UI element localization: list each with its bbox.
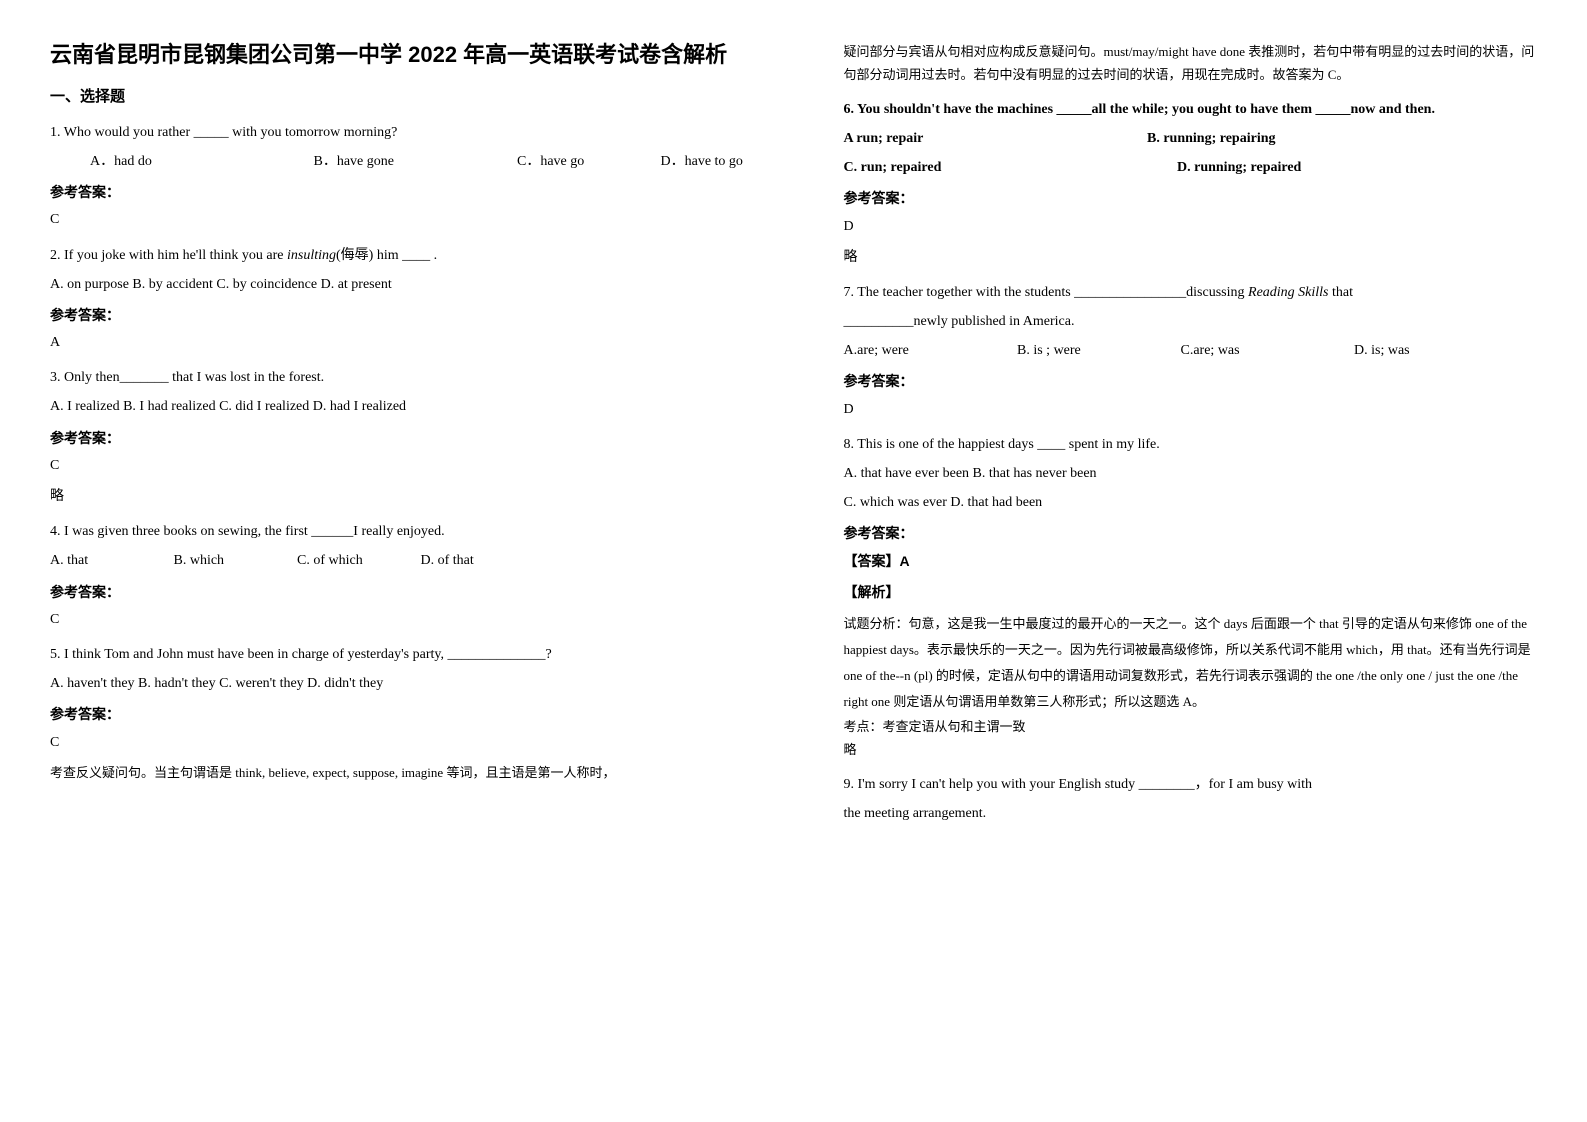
q2-stem: 2. If you joke with him he'll think you … — [50, 243, 744, 268]
q6-ans: D — [844, 214, 1538, 239]
doc-title: 云南省昆明市昆钢集团公司第一中学 2022 年高一英语联考试卷含解析 — [50, 40, 744, 71]
section-1-head: 一、选择题 — [50, 83, 744, 110]
q7-opt-d: D. is; was — [1354, 338, 1410, 363]
q2-ans: A — [50, 330, 744, 355]
q6-options-row2: C. run; repaired D. running; repaired — [844, 155, 1538, 180]
q3-note: 略 — [50, 484, 744, 509]
q8-exp2: 考点：考查定语从句和主谓一致 — [844, 715, 1538, 738]
q4-opt-a: A. that — [50, 548, 170, 573]
q3-ans: C — [50, 453, 744, 478]
q1-stem: 1. Who would you rather _____ with you t… — [50, 120, 744, 145]
q7-stem-italic: Reading Skills — [1248, 285, 1329, 300]
q6-options-row1: A run; repair B. running; repairing — [844, 126, 1538, 151]
q3-stem: 3. Only then_______ that I was lost in t… — [50, 365, 744, 390]
q1-options: A．had do B．have gone C．have go D．have to… — [50, 149, 744, 174]
q8-exp3: 略 — [844, 738, 1538, 761]
q5-explain-cont: 疑问部分与宾语从句相对应构成反意疑问句。must/may/might have … — [844, 40, 1538, 87]
q4-stem: 4. I was given three books on sewing, th… — [50, 519, 744, 544]
q5-ans-label: 参考答案： — [50, 702, 744, 727]
q1-ans-label: 参考答案： — [50, 180, 744, 205]
right-column: 疑问部分与宾语从句相对应构成反意疑问句。must/may/might have … — [794, 0, 1587, 1122]
q8-stem: 8. This is one of the happiest days ____… — [844, 432, 1538, 457]
q9-stem-a: 9. I'm sorry I can't help you with your … — [844, 772, 1538, 797]
q1-ans: C — [50, 207, 744, 232]
q6-ans-label: 参考答案： — [844, 186, 1538, 211]
q8-ans-tag: 【答案】A — [844, 549, 1538, 574]
q7-stem-line2: __________newly published in America. — [844, 309, 1538, 334]
q6-opt-d: D. running; repaired — [1177, 155, 1301, 180]
q6-note: 略 — [844, 245, 1538, 270]
q5-explain: 考查反义疑问句。当主句谓语是 think, believe, expect, s… — [50, 761, 744, 784]
left-column: 云南省昆明市昆钢集团公司第一中学 2022 年高一英语联考试卷含解析 一、选择题… — [0, 0, 794, 1122]
q4-opt-c: C. of which — [297, 548, 417, 573]
q1-opt-b: B．have gone — [314, 149, 514, 174]
q8-exp1: 试题分析：句意，这是我一生中最度过的最开心的一天之一。这个 days 后面跟一个… — [844, 611, 1538, 715]
q7-options: A.are; were B. is ; were C.are; was D. i… — [844, 338, 1538, 363]
q5-options: A. haven't they B. hadn't they C. weren'… — [50, 671, 744, 696]
q6-opt-a: A run; repair — [844, 126, 1144, 151]
q4-ans-label: 参考答案： — [50, 580, 744, 605]
q3-options: A. I realized B. I had realized C. did I… — [50, 394, 744, 419]
q4-ans: C — [50, 607, 744, 632]
q7-opt-a: A.are; were — [844, 338, 1014, 363]
q1-opt-d: D．have to go — [661, 149, 743, 174]
q4-options: A. that B. which C. of which D. of that — [50, 548, 744, 573]
q7-stem-b: that — [1329, 285, 1354, 300]
q1-opt-c: C．have go — [517, 149, 657, 174]
q8-ans-label: 参考答案： — [844, 521, 1538, 546]
q7-stem-a: 7. The teacher together with the student… — [844, 285, 1249, 300]
q7-ans: D — [844, 397, 1538, 422]
q2-stem-italic: insulting — [287, 248, 336, 263]
q7-stem-line1: 7. The teacher together with the student… — [844, 280, 1538, 305]
q6-opt-c: C. run; repaired — [844, 155, 1174, 180]
q6-stem: 6. You shouldn't have the machines _____… — [844, 97, 1538, 122]
q9-stem-b: the meeting arrangement. — [844, 801, 1538, 826]
q1-opt-a: A．had do — [90, 149, 310, 174]
q7-opt-b: B. is ; were — [1017, 338, 1177, 363]
q4-opt-d: D. of that — [421, 548, 474, 573]
q7-opt-c: C.are; was — [1181, 338, 1351, 363]
q8-exp-tag: 【解析】 — [844, 580, 1538, 605]
q4-opt-b: B. which — [174, 548, 294, 573]
q6-opt-b: B. running; repairing — [1147, 126, 1276, 151]
q2-options: A. on purpose B. by accident C. by coinc… — [50, 272, 744, 297]
q2-stem-post: (侮辱) him ____ . — [336, 248, 437, 263]
q8-opts-l2: C. which was ever D. that had been — [844, 490, 1538, 515]
q2-stem-pre: 2. If you joke with him he'll think you … — [50, 248, 287, 263]
q5-stem: 5. I think Tom and John must have been i… — [50, 642, 744, 667]
q7-ans-label: 参考答案： — [844, 369, 1538, 394]
q3-ans-label: 参考答案： — [50, 426, 744, 451]
q5-ans: C — [50, 730, 744, 755]
q8-opts-l1: A. that have ever been B. that has never… — [844, 461, 1538, 486]
q2-ans-label: 参考答案： — [50, 303, 744, 328]
